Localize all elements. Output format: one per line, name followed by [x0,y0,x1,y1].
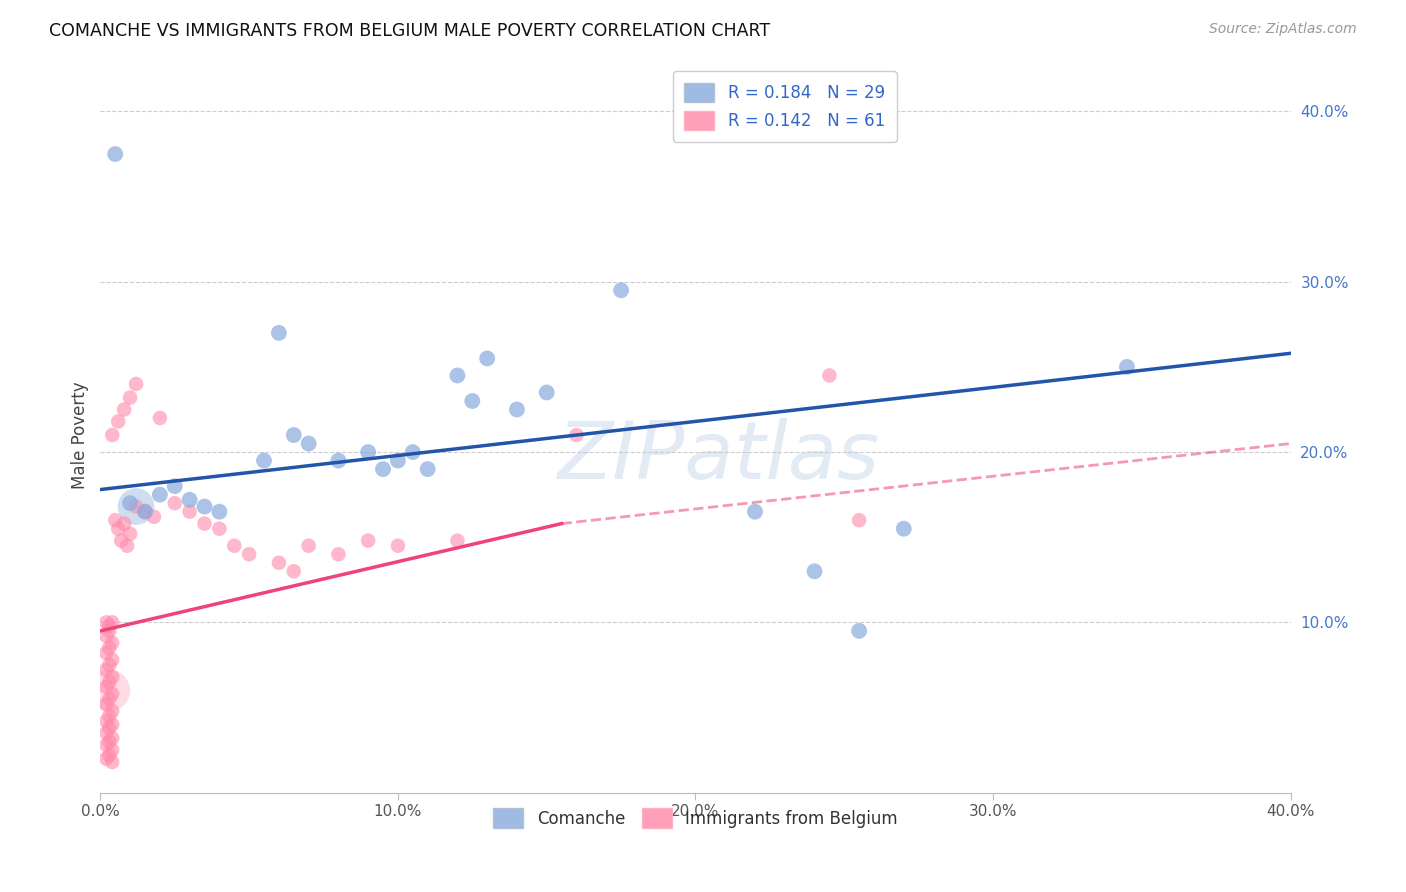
Point [416,462,439,476]
Y-axis label: Male Poverty: Male Poverty [72,381,89,489]
Point [96,646,118,660]
Point [283,428,305,442]
Point [387,539,409,553]
Point [387,453,409,467]
Point [818,368,841,383]
Point [125,500,148,514]
Point [101,636,124,650]
Point [96,680,118,694]
Point [96,697,118,711]
Point [125,376,148,391]
Point [163,496,186,510]
Point [110,533,132,548]
Point [208,505,231,519]
Point [98,619,121,633]
Point [98,640,121,655]
Point [477,351,499,366]
Point [328,547,350,561]
Point [98,683,121,698]
Point [461,394,484,409]
Point [848,624,870,638]
Point [848,513,870,527]
Point [134,505,156,519]
Point [104,147,127,161]
Point [506,402,529,417]
Point [610,283,633,297]
Point [253,453,276,467]
Point [536,385,558,400]
Point [402,445,425,459]
Point [96,726,118,740]
Point [298,436,321,450]
Point [98,692,121,706]
Point [101,755,124,769]
Point [893,522,915,536]
Legend: Comanche, Immigrants from Belgium: Comanche, Immigrants from Belgium [486,802,904,834]
Point [96,629,118,643]
Point [104,513,127,527]
Point [101,731,124,746]
Point [120,391,142,405]
Point [134,505,156,519]
Point [98,734,121,748]
Text: COMANCHE VS IMMIGRANTS FROM BELGIUM MALE POVERTY CORRELATION CHART: COMANCHE VS IMMIGRANTS FROM BELGIUM MALE… [49,22,770,40]
Point [125,500,148,514]
Point [96,663,118,677]
Point [149,488,172,502]
Point [179,492,201,507]
Point [208,522,231,536]
Point [446,533,468,548]
Point [98,709,121,723]
Point [101,687,124,701]
Point [96,714,118,728]
Point [98,675,121,690]
Point [193,500,215,514]
Text: Source: ZipAtlas.com: Source: ZipAtlas.com [1209,22,1357,37]
Point [98,657,121,672]
Point [98,721,121,735]
Point [115,539,138,553]
Point [267,556,290,570]
Text: ZIPatlas: ZIPatlas [558,417,880,495]
Point [107,522,129,536]
Point [112,402,135,417]
Point [101,704,124,718]
Point [446,368,468,383]
Point [96,751,118,765]
Point [224,539,246,553]
Point [101,428,124,442]
Point [1116,359,1139,374]
Point [371,462,394,476]
Point [101,743,124,757]
Point [744,505,766,519]
Point [267,326,290,340]
Point [238,547,260,561]
Point [179,505,201,519]
Point [142,509,165,524]
Point [357,445,380,459]
Point [149,411,172,425]
Point [96,738,118,752]
Point [120,526,142,541]
Point [193,516,215,531]
Point [803,564,825,578]
Point [163,479,186,493]
Point [565,428,588,442]
Point [112,516,135,531]
Point [101,670,124,684]
Point [298,539,321,553]
Point [98,624,121,638]
Point [101,717,124,731]
Point [357,533,380,548]
Point [107,414,129,428]
Point [98,748,121,763]
Point [120,496,142,510]
Point [283,564,305,578]
Point [328,453,350,467]
Point [101,615,124,630]
Point [96,615,118,630]
Point [101,653,124,667]
